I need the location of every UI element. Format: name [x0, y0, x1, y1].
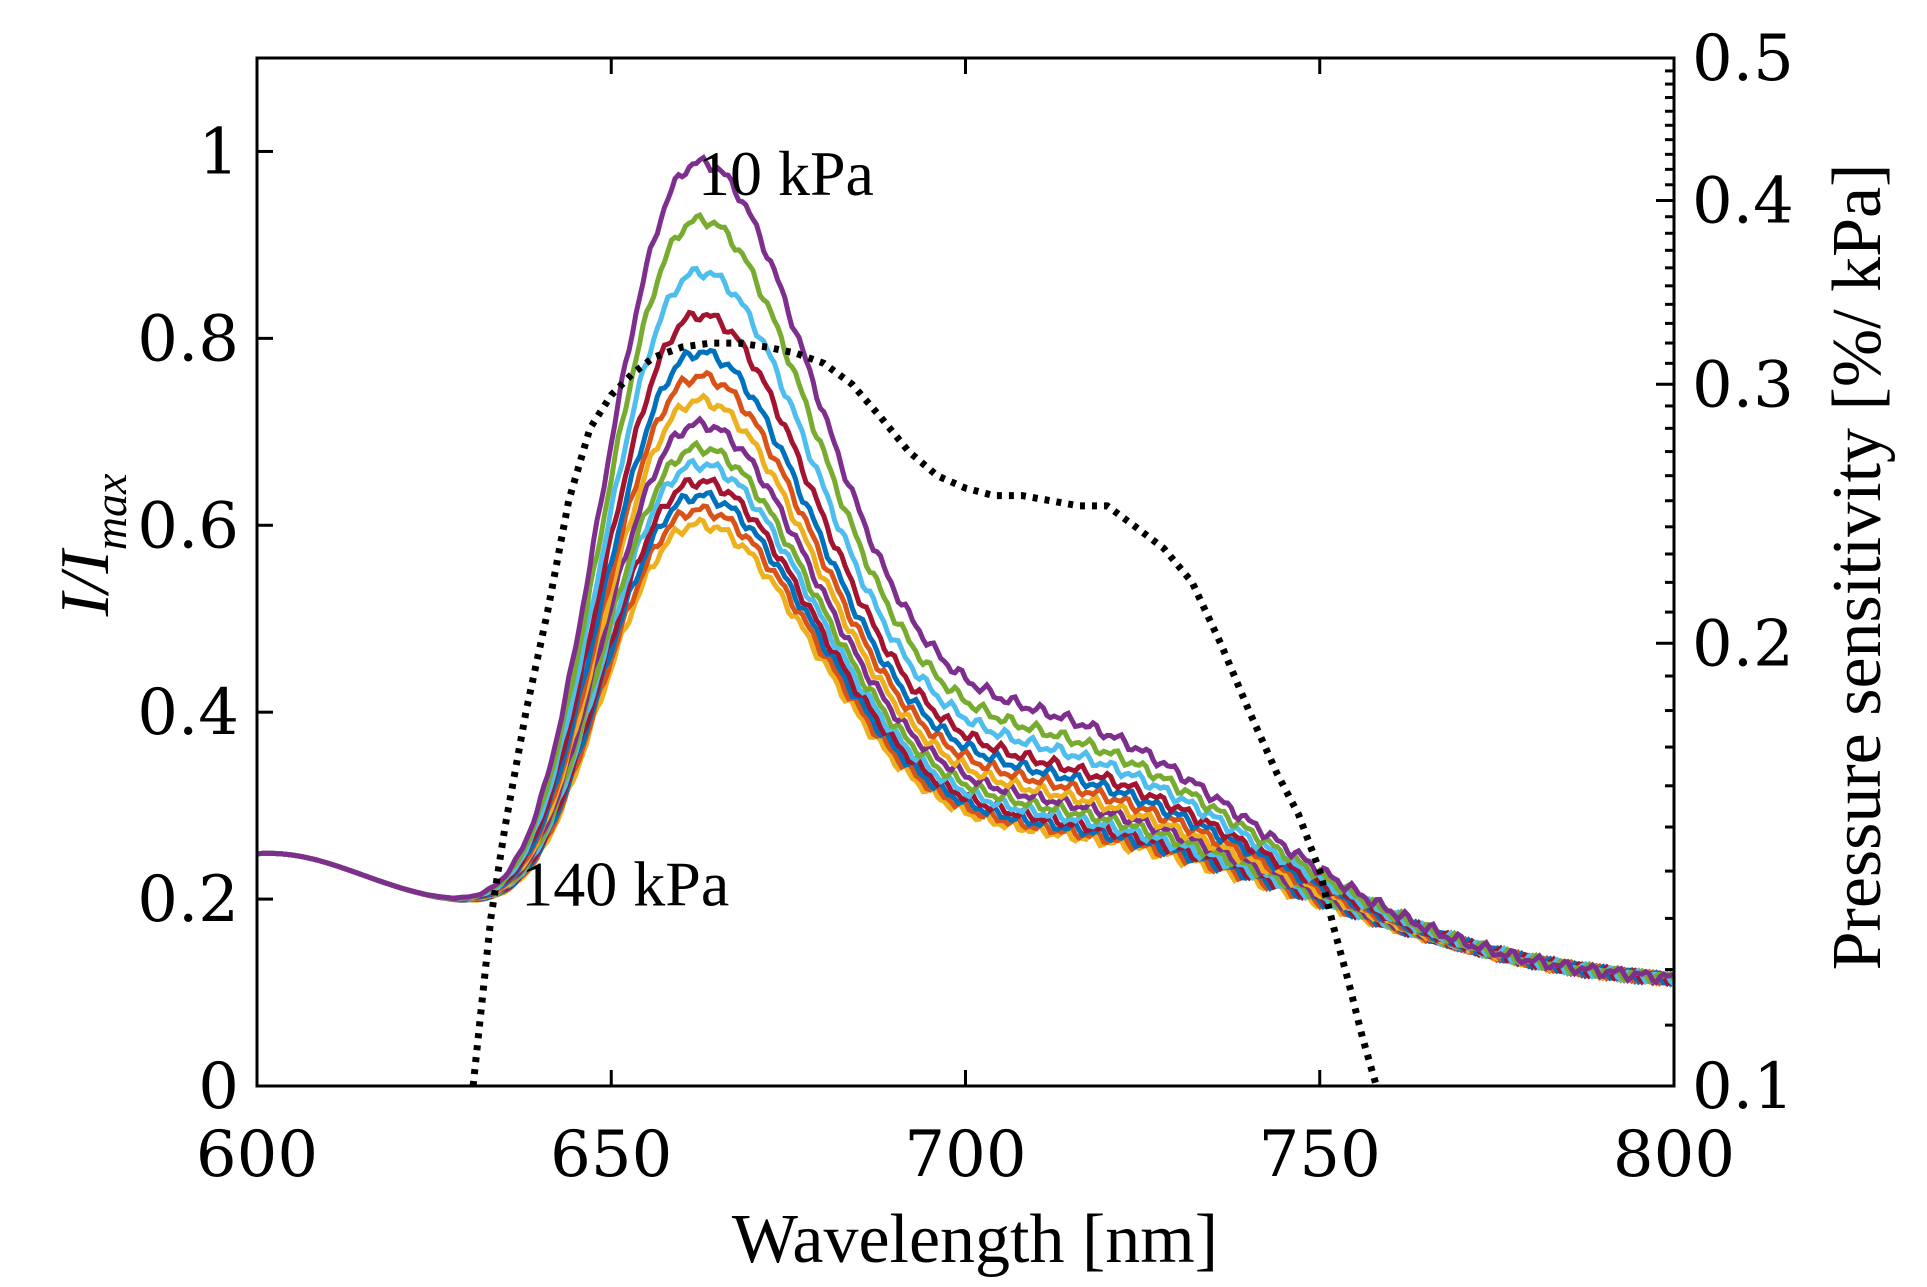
y-tick-label-right: 0.1 [1692, 1050, 1794, 1124]
x-tick-label: 700 [904, 1118, 1026, 1192]
y-axis-label-left: I/Imax [47, 473, 136, 617]
y-tick-label-left: 0.2 [137, 863, 239, 937]
series-line [257, 476, 1674, 988]
y-axis-label-sub: max [85, 473, 136, 550]
y-tick-label-left: 1 [198, 115, 239, 189]
y-tick-label-left: 0.6 [137, 489, 239, 563]
series-line [257, 212, 1674, 984]
y-tick-label-right: 0.5 [1692, 22, 1794, 96]
y-tick-label-left: 0.4 [137, 676, 239, 750]
y-tick-label-left: 0 [198, 1050, 239, 1124]
x-tick-label: 750 [1259, 1118, 1381, 1192]
pressure-sensitivity-line [469, 339, 1380, 1086]
y-tick-label-right: 0.2 [1692, 607, 1794, 681]
plot-area [257, 154, 1674, 1086]
series-line [257, 347, 1674, 986]
series-line [257, 265, 1674, 987]
annotation-10kpa: 10 kPa [698, 138, 874, 209]
x-tick-label: 800 [1613, 1118, 1735, 1192]
y-tick-label-right: 0.3 [1692, 348, 1794, 422]
x-tick-label: 650 [550, 1118, 672, 1192]
axis-ticks: 600 650 700 750 800 0 0.2 0.4 0.6 0.8 1 0.1 0.2 0.3 0.… [137, 22, 1794, 1192]
series-line [257, 439, 1674, 986]
series-line [257, 309, 1674, 987]
annotation-140kpa: 140 kPa [521, 848, 729, 919]
spectra-curves [257, 154, 1674, 989]
series-line [257, 154, 1674, 986]
y-axis-label-main: I/I [47, 547, 124, 618]
axes-frame [255, 56, 1676, 1088]
x-tick-label: 600 [196, 1118, 318, 1192]
y-tick-label-right: 0.4 [1692, 165, 1794, 239]
y-tick-label-left: 0.8 [137, 302, 239, 376]
y-axis-label-right: Pressure sensitivity [%/ kPa] [1819, 164, 1896, 971]
x-axis-label: Wavelength [nm] [732, 1201, 1218, 1278]
